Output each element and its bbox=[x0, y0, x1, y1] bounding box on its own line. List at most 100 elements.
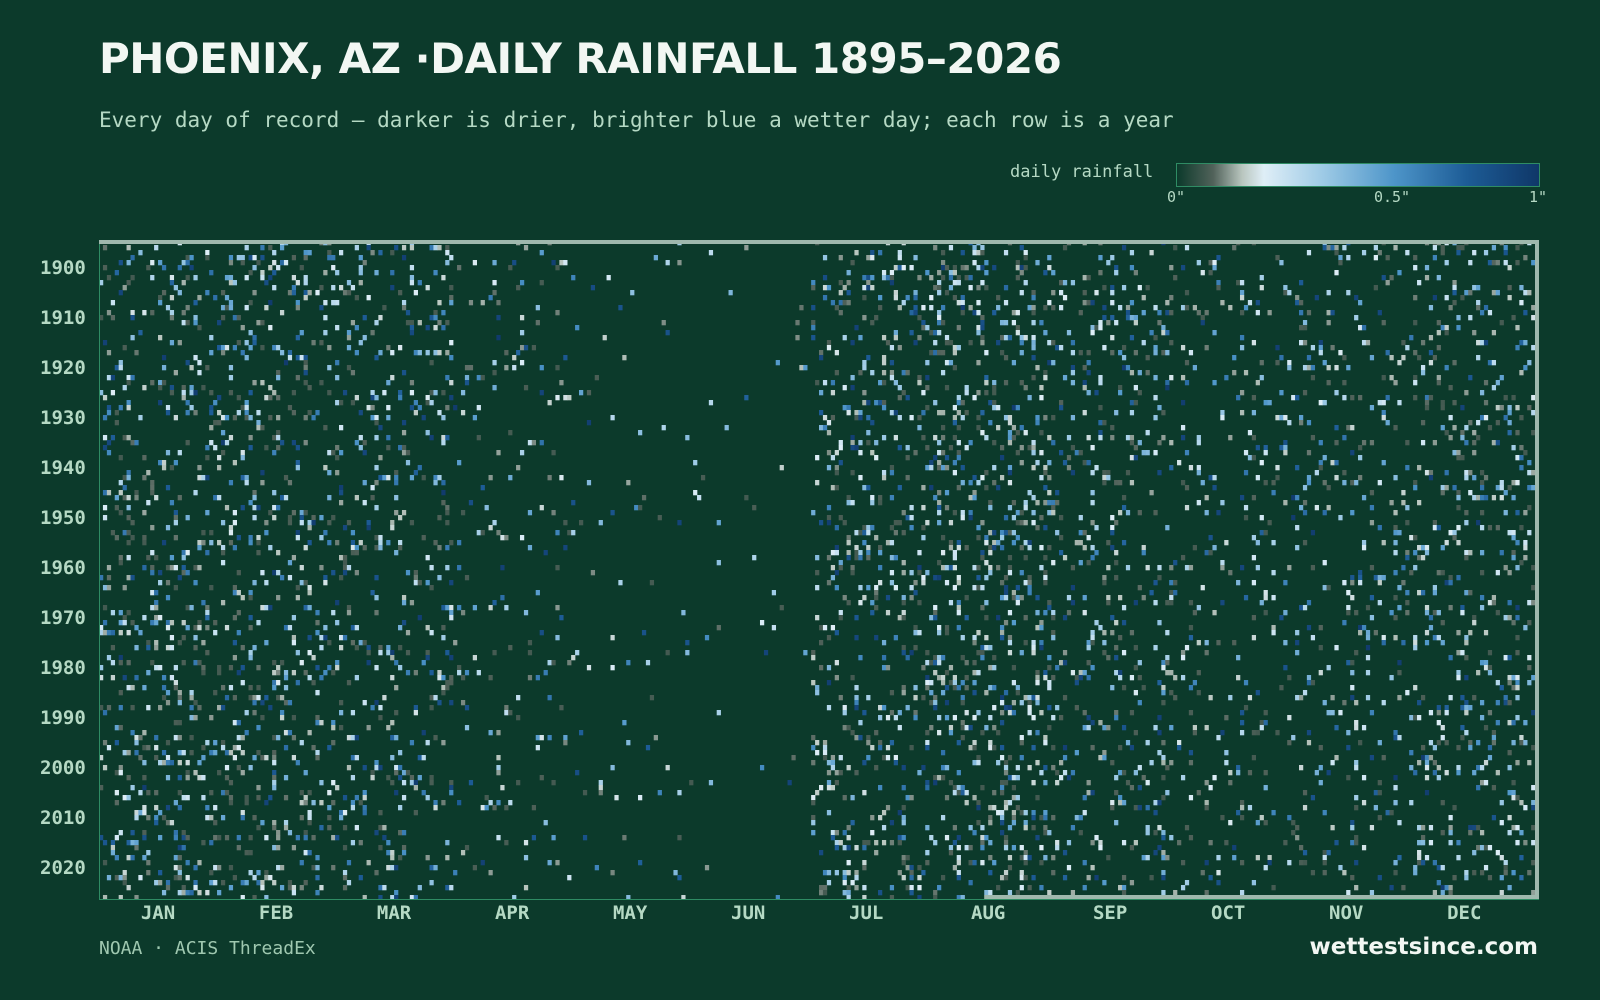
rain-day-cell bbox=[559, 615, 564, 621]
rain-day-cell bbox=[999, 820, 1005, 826]
rain-day-cell bbox=[260, 755, 265, 761]
rain-day-cell bbox=[1527, 460, 1532, 466]
rain-day-cell bbox=[901, 595, 906, 601]
heatmap-svg bbox=[99, 240, 1539, 900]
rain-day-cell bbox=[1129, 400, 1135, 406]
rain-day-cell bbox=[862, 540, 867, 546]
rain-day-cell bbox=[996, 340, 1001, 346]
rain-day-cell bbox=[220, 815, 226, 821]
rain-day-cell bbox=[1389, 355, 1394, 361]
rain-day-cell bbox=[933, 330, 938, 336]
rain-day-cell bbox=[209, 410, 214, 416]
rain-day-cell bbox=[1003, 765, 1009, 771]
rain-day-cell bbox=[287, 700, 293, 706]
rain-day-cell bbox=[1165, 525, 1170, 531]
rain-day-cell bbox=[1251, 435, 1257, 441]
rain-day-cell bbox=[161, 265, 167, 271]
rain-day-cell bbox=[374, 765, 379, 771]
rain-day-cell bbox=[1452, 290, 1457, 296]
brand-logo[interactable]: wettestsince.com bbox=[1309, 934, 1538, 960]
rain-day-cell bbox=[197, 360, 202, 366]
rain-day-cell bbox=[346, 365, 352, 371]
rain-day-cell bbox=[1078, 450, 1083, 456]
rain-day-cell bbox=[1031, 875, 1036, 881]
rain-day-cell bbox=[598, 790, 603, 796]
rain-day-cell bbox=[854, 555, 859, 561]
rain-day-cell bbox=[999, 830, 1005, 836]
rain-day-cell bbox=[744, 495, 749, 501]
rain-day-cell bbox=[220, 350, 226, 356]
rain-day-cell bbox=[161, 460, 167, 466]
rain-day-cell bbox=[1169, 690, 1174, 696]
rain-day-cell bbox=[897, 485, 902, 491]
rain-day-cell bbox=[759, 620, 765, 626]
rain-day-cell bbox=[1330, 825, 1335, 831]
rain-day-cell bbox=[866, 695, 871, 701]
rain-day-cell bbox=[315, 665, 320, 671]
rain-day-cell bbox=[901, 650, 906, 656]
rain-day-cell bbox=[551, 260, 556, 266]
rain-day-cell bbox=[1326, 505, 1331, 511]
rain-day-cell bbox=[1121, 540, 1127, 546]
rain-day-cell bbox=[1039, 625, 1044, 631]
rain-day-cell bbox=[1039, 565, 1044, 571]
rain-day-cell bbox=[244, 405, 249, 411]
rain-day-cell bbox=[1413, 565, 1418, 571]
rain-day-cell bbox=[999, 875, 1005, 881]
rain-day-cell bbox=[401, 370, 407, 376]
rain-day-cell bbox=[1263, 400, 1268, 406]
rain-day-cell bbox=[1456, 490, 1461, 496]
rain-day-cell bbox=[1035, 365, 1040, 371]
rain-day-cell bbox=[992, 530, 997, 536]
rain-day-cell bbox=[342, 885, 348, 891]
rain-day-cell bbox=[1003, 800, 1009, 806]
rain-day-cell bbox=[264, 530, 269, 536]
rain-day-cell bbox=[374, 545, 379, 551]
rain-day-cell bbox=[1495, 380, 1500, 386]
rain-day-cell bbox=[523, 385, 529, 391]
rain-day-cell bbox=[921, 505, 926, 511]
rain-day-cell bbox=[1306, 740, 1312, 746]
rain-day-cell bbox=[248, 685, 253, 691]
rain-day-cell bbox=[256, 795, 261, 801]
rain-day-cell bbox=[409, 475, 415, 481]
rain-day-cell bbox=[909, 595, 914, 601]
rain-day-cell bbox=[1503, 510, 1508, 516]
rain-day-cell bbox=[1369, 520, 1375, 526]
rain-day-cell bbox=[811, 285, 816, 291]
rain-day-cell bbox=[1527, 600, 1532, 606]
rain-day-cell bbox=[177, 340, 182, 346]
rain-day-cell bbox=[960, 310, 965, 316]
rain-day-cell bbox=[1145, 450, 1150, 456]
rain-day-cell bbox=[401, 445, 407, 451]
rain-day-cell bbox=[1491, 595, 1497, 601]
rain-day-cell bbox=[1255, 445, 1260, 451]
rain-day-cell bbox=[413, 290, 418, 296]
rain-day-cell bbox=[917, 600, 922, 606]
rain-day-cell bbox=[1464, 555, 1469, 561]
rain-day-cell bbox=[1472, 495, 1477, 501]
rain-day-cell bbox=[1259, 720, 1264, 726]
rain-day-cell bbox=[1338, 865, 1343, 871]
rain-day-cell bbox=[1464, 550, 1469, 556]
rain-day-cell bbox=[220, 550, 226, 556]
rain-day-cell bbox=[952, 715, 957, 721]
rain-day-cell bbox=[1310, 435, 1316, 441]
rain-day-cell bbox=[386, 345, 391, 351]
rain-day-cell bbox=[449, 785, 454, 791]
rain-day-cell bbox=[220, 745, 226, 751]
rain-day-cell bbox=[158, 400, 163, 406]
rain-day-cell bbox=[1208, 875, 1213, 881]
rain-day-cell bbox=[1405, 555, 1410, 561]
rain-day-cell bbox=[110, 390, 116, 396]
rain-day-cell bbox=[217, 890, 222, 896]
rain-day-cell bbox=[429, 630, 434, 636]
rain-day-cell bbox=[1424, 265, 1430, 271]
rain-day-cell bbox=[1436, 775, 1441, 781]
rain-day-cell bbox=[307, 790, 312, 796]
rain-day-cell bbox=[940, 675, 946, 681]
rain-day-cell bbox=[315, 610, 320, 616]
rain-day-cell bbox=[256, 425, 261, 431]
rain-day-cell bbox=[169, 820, 175, 826]
rain-day-cell bbox=[1251, 555, 1257, 561]
